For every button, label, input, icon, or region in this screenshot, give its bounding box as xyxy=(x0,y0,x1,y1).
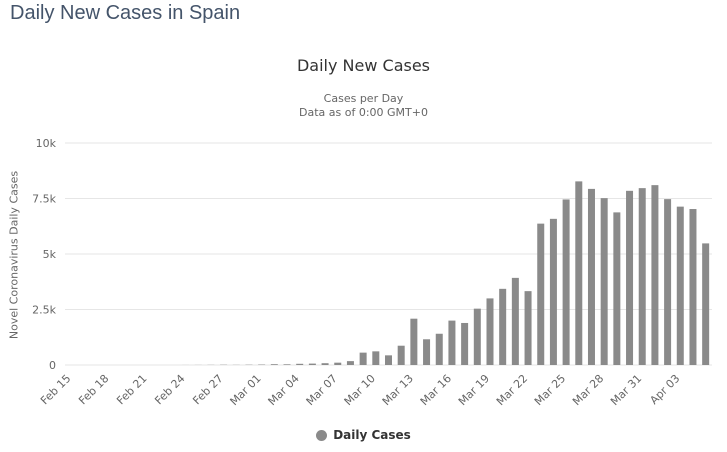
bar-mar-30 xyxy=(626,190,634,365)
bar-mar-25 xyxy=(562,199,570,365)
x-tick-label: Mar 01 xyxy=(228,372,264,408)
bar-mar-14 xyxy=(423,339,431,365)
bar-mar-26 xyxy=(575,181,583,365)
bar-mar-05 xyxy=(308,363,316,365)
bar-mar-19 xyxy=(486,298,494,365)
bar-apr-03 xyxy=(676,206,684,365)
chart-subtitle-line2: Data as of 0:00 GMT+0 xyxy=(299,106,428,119)
bar-mar-08 xyxy=(346,361,354,366)
y-tick-label: 10k xyxy=(36,137,57,150)
bar-mar-17 xyxy=(461,322,469,365)
x-tick-label: Mar 13 xyxy=(380,372,416,408)
bar-mar-24 xyxy=(549,218,557,365)
bar-mar-04 xyxy=(296,363,304,365)
chart-subtitle-line1: Cases per Day xyxy=(323,92,404,105)
plot-svg: 0 2.5k 5k 7.5k 10k Feb 15 Feb 18 Feb 21 Feb 24 Fe… xyxy=(32,137,712,408)
legend-marker-icon xyxy=(316,429,328,441)
x-tick-label: Feb 15 xyxy=(38,372,73,407)
bar-mar-09 xyxy=(359,352,367,365)
x-tick-label: Mar 25 xyxy=(532,372,568,408)
bar-mar-18 xyxy=(473,308,481,365)
legend-item-daily-cases[interactable]: Daily Cases xyxy=(0,428,727,442)
legend-label: Daily Cases xyxy=(333,428,411,442)
bar-mar-28 xyxy=(600,198,608,365)
bar-apr-05 xyxy=(702,243,710,365)
bar-mar-29 xyxy=(613,212,621,366)
page-title: Daily New Cases in Spain xyxy=(10,2,241,24)
x-tick-label: Apr 03 xyxy=(647,372,682,407)
x-tick-label: Feb 18 xyxy=(76,372,111,407)
x-tick-label: Mar 31 xyxy=(608,372,644,408)
bar-mar-21 xyxy=(511,277,519,366)
bar-mar-12 xyxy=(397,345,405,365)
bar-mar-02 xyxy=(270,364,278,365)
x-tick-label: Feb 21 xyxy=(114,372,149,407)
y-tick-label: 0 xyxy=(49,359,56,372)
bar-mar-31 xyxy=(638,188,646,365)
y-tick-label: 7.5k xyxy=(32,193,56,206)
bar-mar-23 xyxy=(537,223,545,365)
x-tick-label: Mar 04 xyxy=(266,372,302,408)
x-tick-label: Mar 22 xyxy=(494,372,530,408)
bar-mar-07 xyxy=(334,362,342,365)
bar-mar-22 xyxy=(524,291,532,365)
bar-mar-03 xyxy=(283,364,291,365)
x-tick-label: Mar 10 xyxy=(342,372,378,408)
x-tick-label: Feb 27 xyxy=(190,372,225,407)
bar-mar-06 xyxy=(321,363,329,365)
chart-title: Daily New Cases xyxy=(296,56,431,75)
bar-mar-16 xyxy=(448,320,456,365)
bar-mar-11 xyxy=(385,355,392,365)
bar-apr-04 xyxy=(689,209,697,365)
x-tick-label: Feb 24 xyxy=(152,372,187,407)
x-tick-label: Mar 16 xyxy=(418,372,454,408)
y-tick-label: 2.5k xyxy=(32,304,56,317)
bar-mar-27 xyxy=(587,188,595,365)
bar-mar-20 xyxy=(499,288,507,365)
bar-apr-02 xyxy=(664,199,672,365)
x-tick-label: Mar 07 xyxy=(304,372,340,408)
bar-apr-01 xyxy=(651,185,659,365)
bar-mar-13 xyxy=(410,318,418,365)
bar-mar-10 xyxy=(372,351,380,365)
x-tick-label: Mar 28 xyxy=(570,372,606,408)
bar-mar-15 xyxy=(435,333,443,365)
chart-subtitle: Cases per Day Data as of 0:00 GMT+0 xyxy=(0,92,727,120)
y-tick-label: 5k xyxy=(43,248,57,261)
x-tick-label: Mar 19 xyxy=(456,372,492,408)
